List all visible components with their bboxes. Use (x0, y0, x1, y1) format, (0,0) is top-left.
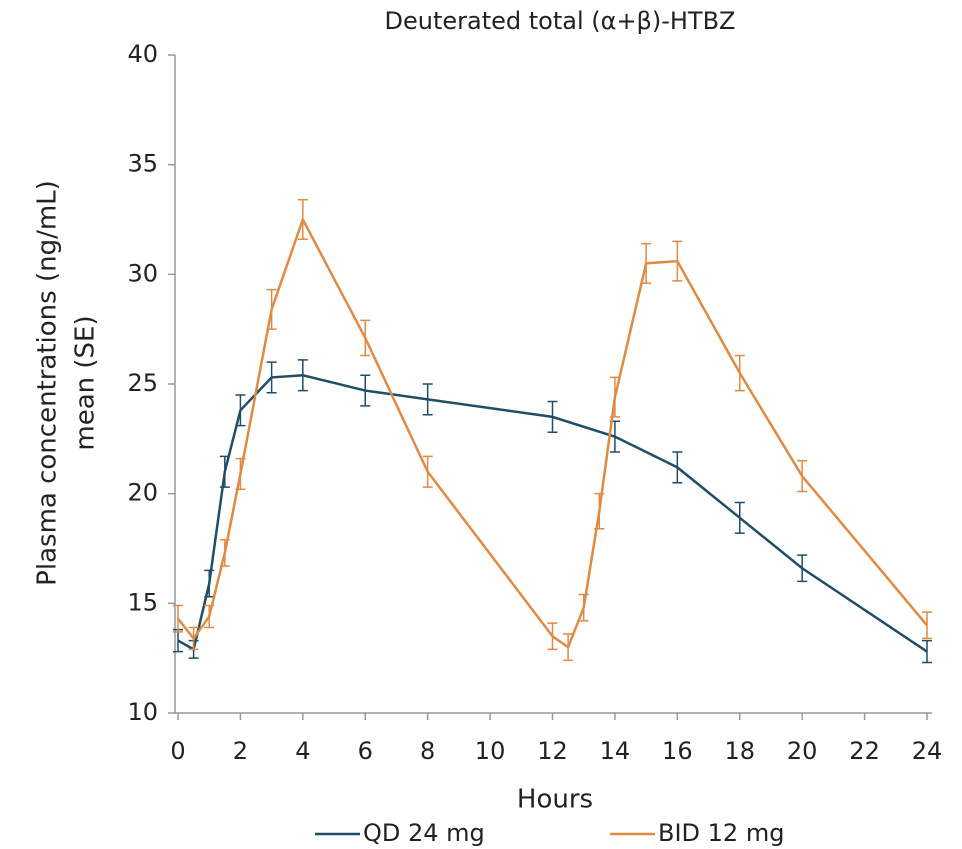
y-tick-label: 40 (127, 40, 158, 68)
error-bar (609, 376, 620, 418)
legend-label: QD 24 mg (363, 819, 485, 847)
series-line (177, 216, 928, 650)
error-bar (797, 554, 808, 583)
error-bar (360, 319, 371, 357)
error-bar (219, 455, 230, 488)
error-bar (360, 374, 371, 407)
x-tick-label: 24 (912, 737, 943, 765)
error-bar (235, 457, 246, 491)
x-tick-label: 16 (662, 737, 693, 765)
y-axis-label: Plasma concentrations (ng/mL) mean (SE) (33, 180, 101, 586)
error-bar (266, 361, 277, 394)
error-bar (422, 455, 433, 488)
error-bar (204, 569, 215, 598)
error-bar (672, 240, 683, 282)
y-axis-label-line: mean (SE) (71, 315, 101, 450)
error-bar (922, 639, 932, 664)
error-bar (594, 492, 605, 530)
error-bar (204, 604, 215, 629)
error-bar (266, 288, 277, 330)
error-bar (547, 400, 558, 434)
x-axis-label: Hours (517, 785, 593, 815)
error-bar (563, 633, 574, 662)
error-bar (235, 394, 246, 427)
x-tick-label: 10 (475, 737, 506, 765)
error-bar (297, 359, 308, 392)
y-tick-label: 35 (127, 150, 158, 178)
y-axis-label-line: Plasma concentrations (ng/mL) (33, 180, 63, 586)
x-tick-label: 8 (420, 737, 435, 765)
error-bar (188, 626, 199, 651)
x-tick-label: 0 (170, 737, 185, 765)
error-bar (922, 611, 932, 640)
x-tick-label: 2 (233, 737, 248, 765)
error-bar (672, 451, 683, 484)
error-bar (578, 593, 589, 622)
y-tick-label: 30 (127, 259, 158, 287)
x-tick-label: 14 (600, 737, 631, 765)
y-tick-label: 10 (127, 698, 158, 726)
x-tick-label: 12 (537, 737, 568, 765)
error-bar (173, 604, 183, 633)
error-bar (797, 460, 808, 493)
x-tick-label: 18 (724, 737, 755, 765)
error-bar (422, 383, 433, 416)
error-bar (734, 501, 745, 534)
x-tick-label: 6 (358, 737, 373, 765)
y-tick-label: 15 (127, 588, 158, 616)
error-bar (219, 538, 230, 567)
y-tick-label: 20 (127, 479, 158, 507)
error-bar (547, 622, 558, 651)
x-tick-label: 20 (787, 737, 818, 765)
y-tick-label: 25 (127, 369, 158, 397)
error-bar (641, 242, 652, 284)
error-bar (297, 199, 308, 240)
x-tick-label: 22 (849, 737, 880, 765)
x-tick-label: 4 (295, 737, 310, 765)
legend-label: BID 12 mg (658, 819, 784, 847)
error-bar (734, 354, 745, 392)
chart-title: Deuterated total (α+β)-HTBZ (385, 7, 736, 35)
